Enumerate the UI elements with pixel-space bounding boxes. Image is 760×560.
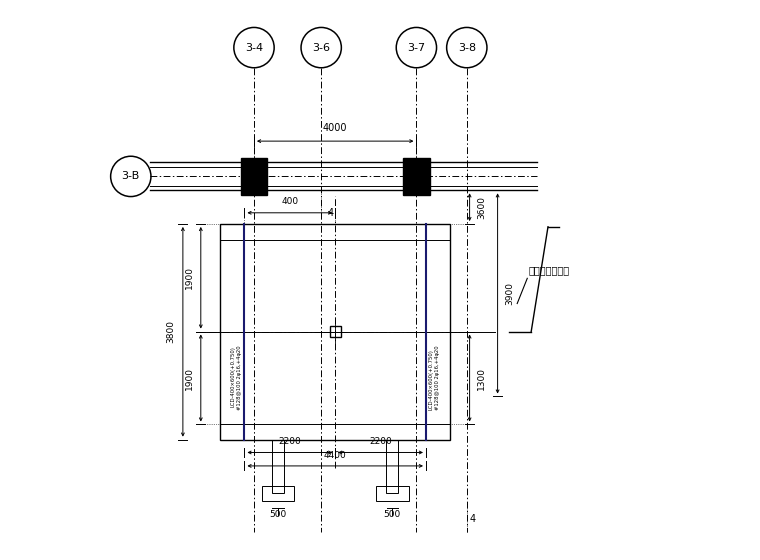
Text: 2200: 2200	[278, 437, 301, 446]
Text: 500: 500	[384, 510, 401, 519]
Text: 3800: 3800	[166, 320, 176, 343]
Text: 1300: 1300	[477, 366, 486, 390]
Text: 4: 4	[470, 514, 476, 524]
Bar	[262, 486, 294, 501]
Text: 3-8: 3-8	[458, 43, 476, 53]
Text: LCD-400×600(+0.750)
#128@100 2φ16,+4φ20: LCD-400×600(+0.750) #128@100 2φ16,+4φ20	[429, 346, 439, 410]
Text: 4: 4	[328, 208, 334, 218]
Text: 3-6: 3-6	[312, 43, 330, 53]
Bar	[386, 440, 398, 493]
Bar	[272, 440, 284, 493]
Text: 4400: 4400	[324, 451, 347, 460]
Text: 2200: 2200	[369, 437, 392, 446]
Text: 3-4: 3-4	[245, 43, 263, 53]
Bar	[330, 326, 340, 337]
Text: 3600: 3600	[477, 195, 486, 219]
Bar	[241, 158, 268, 195]
Bar	[245, 240, 426, 424]
Text: 3900: 3900	[505, 282, 514, 305]
Text: 3-B: 3-B	[122, 171, 140, 181]
Text: 400: 400	[281, 197, 299, 206]
Bar	[220, 224, 450, 440]
Text: 1900: 1900	[185, 366, 194, 390]
Text: 4000: 4000	[323, 123, 347, 133]
Text: 地下室顶板边缘: 地下室顶板边缘	[528, 265, 569, 276]
Bar	[376, 486, 409, 501]
Text: 500: 500	[270, 510, 287, 519]
Text: 1900: 1900	[185, 266, 194, 290]
Bar	[403, 158, 430, 195]
Text: 3-7: 3-7	[407, 43, 426, 53]
Text: LCD-400×600(+0.750)
#128@100 2φ16,+4φ20: LCD-400×600(+0.750) #128@100 2φ16,+4φ20	[231, 346, 242, 410]
